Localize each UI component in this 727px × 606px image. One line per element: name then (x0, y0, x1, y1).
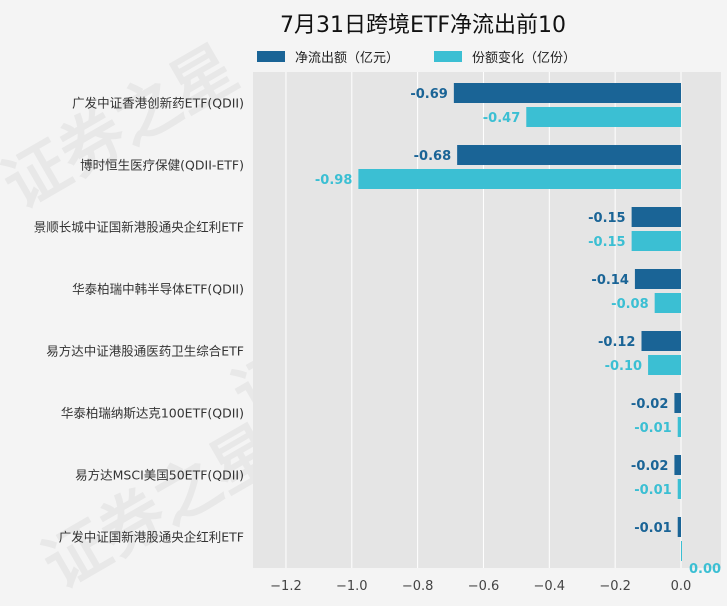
bar-series-1 (631, 207, 681, 227)
category-label: 景顺长城中证国新港股通央企红利ETF (34, 220, 244, 235)
data-labels: -0.69 -0.47 -0.68 -0.98 -0.15 -0.15 -0.14 -0.08… (315, 87, 721, 577)
bar-series-2 (358, 169, 681, 189)
bar-series-2 (648, 355, 681, 375)
data-label-series-1: -0.15 (588, 211, 625, 226)
data-label-series-2: -0.47 (483, 111, 520, 126)
bar-series-2 (681, 541, 682, 561)
data-label-series-2: -0.01 (634, 483, 671, 498)
bar-series-1 (674, 455, 681, 475)
data-label-series-1: -0.02 (631, 397, 668, 412)
bar-series-1 (453, 83, 681, 103)
legend-swatch-series-1 (257, 51, 285, 62)
data-label-series-1: -0.01 (634, 521, 671, 536)
x-tick-label: −0.6 (468, 579, 500, 594)
x-tick-label: −0.4 (534, 579, 566, 594)
legend-label-series-2: 份额变化（亿份） (472, 50, 576, 66)
x-tick-label: −0.8 (402, 579, 434, 594)
svg-text:证券之星: 证券之星 (0, 32, 250, 224)
x-axis-ticks: −1.2 −1.0 −0.8 −0.6 −0.4 −0.2 0.0 (270, 579, 691, 594)
chart-title: 7月31日跨境ETF净流出前10 (280, 13, 566, 38)
bar-series-2 (677, 479, 681, 499)
data-label-series-2: -0.15 (588, 235, 625, 250)
data-label-series-1: -0.02 (631, 459, 668, 474)
category-label: 易方达MSCI美国50ETF(QDII) (75, 468, 244, 483)
bars (358, 83, 682, 561)
data-label-series-2: 0.00 (689, 562, 721, 577)
x-tick-label: −0.2 (599, 579, 631, 594)
x-tick-label: −1.2 (270, 579, 302, 594)
data-label-series-1: -0.68 (414, 149, 451, 164)
data-label-series-2: -0.10 (605, 359, 642, 374)
bar-series-1 (457, 145, 681, 165)
bar-series-2 (654, 293, 681, 313)
data-label-series-1: -0.14 (591, 273, 628, 288)
category-label: 广发中证香港创新药ETF(QDII) (72, 96, 244, 111)
data-label-series-1: -0.12 (598, 335, 635, 350)
data-label-series-1: -0.69 (410, 87, 447, 102)
bar-series-1 (674, 393, 681, 413)
legend-label-series-1: 净流出额（亿元） (295, 51, 399, 66)
category-label: 广发中证国新港股通央企红利ETF (59, 530, 244, 545)
data-label-series-2: -0.08 (611, 297, 648, 312)
legend: 净流出额（亿元） 份额变化（亿份） (257, 50, 576, 66)
bar-series-2 (526, 107, 681, 127)
legend-swatch-series-2 (434, 51, 462, 62)
x-tick-label: 0.0 (671, 579, 692, 594)
data-label-series-2: -0.01 (634, 421, 671, 436)
category-label: 华泰柏瑞纳斯达克100ETF(QDII) (61, 406, 244, 421)
category-label: 博时恒生医疗保健(QDII-ETF) (80, 158, 244, 173)
svg-text:证券之星: 证券之星 (31, 412, 290, 604)
bar-series-2 (631, 231, 681, 251)
bar-series-1 (677, 517, 681, 537)
category-labels: 广发中证香港创新药ETF(QDII) 博时恒生医疗保健(QDII-ETF) 景顺长城… (34, 96, 244, 545)
category-label: 易方达中证港股通医药卫生综合ETF (46, 344, 244, 359)
x-tick-label: −1.0 (336, 579, 368, 594)
bar-series-1 (634, 269, 681, 289)
bar-series-2 (677, 417, 681, 437)
category-label: 华泰柏瑞中韩半导体ETF(QDII) (72, 282, 244, 297)
bar-series-1 (641, 331, 681, 351)
data-label-series-2: -0.98 (315, 173, 352, 188)
